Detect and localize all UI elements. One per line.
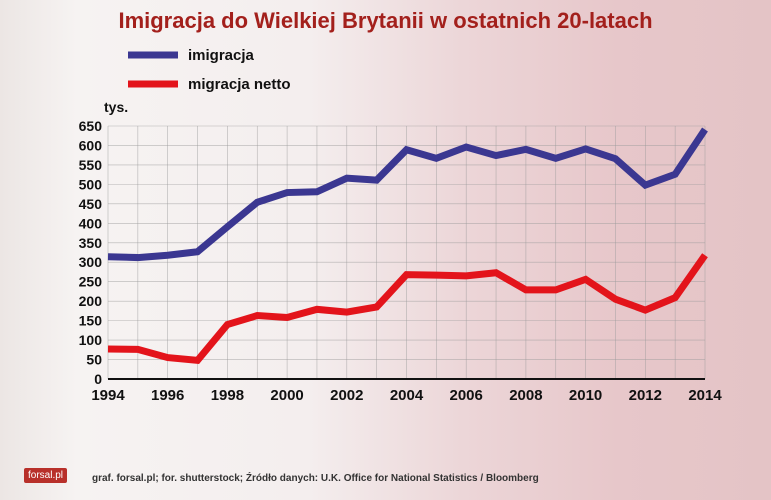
x-tick-label: 2010 bbox=[569, 387, 602, 404]
y-axis-label: tys. bbox=[104, 99, 128, 115]
y-tick-label: 0 bbox=[94, 371, 102, 387]
y-tick-label: 500 bbox=[79, 176, 103, 192]
y-tick-label: 300 bbox=[79, 254, 103, 270]
x-tick-label: 2000 bbox=[270, 387, 303, 404]
y-tick-label: 550 bbox=[79, 157, 103, 173]
y-tick-label: 250 bbox=[79, 274, 103, 290]
legend-label: migracja netto bbox=[188, 76, 291, 93]
y-tick-label: 450 bbox=[79, 196, 103, 212]
x-tick-label: 2004 bbox=[390, 387, 424, 404]
legend-label: imigracja bbox=[188, 47, 255, 64]
chart-title: Imigracja do Wielkiej Brytanii w ostatni… bbox=[118, 8, 653, 33]
y-tick-label: 50 bbox=[86, 352, 102, 368]
y-tick-label: 650 bbox=[79, 118, 103, 134]
forsal-logo: forsal.pl bbox=[24, 468, 68, 483]
y-tick-label: 150 bbox=[79, 313, 103, 329]
y-tick-label: 100 bbox=[79, 332, 103, 348]
y-tick-label: 400 bbox=[79, 215, 103, 231]
x-tick-label: 2008 bbox=[509, 387, 542, 404]
x-tick-label: 2006 bbox=[450, 387, 483, 404]
y-tick-label: 600 bbox=[79, 137, 103, 153]
x-tick-label: 1998 bbox=[211, 387, 244, 404]
x-tick-label: 2012 bbox=[629, 387, 662, 404]
x-tick-label: 1994 bbox=[91, 387, 125, 404]
source-note: graf. forsal.pl; for. shutterstock; Źród… bbox=[92, 473, 539, 484]
x-tick-label: 2014 bbox=[688, 387, 722, 404]
x-tick-label: 1996 bbox=[151, 387, 184, 404]
x-tick-label: 2002 bbox=[330, 387, 363, 404]
y-tick-label: 200 bbox=[79, 293, 103, 309]
y-tick-label: 350 bbox=[79, 235, 103, 251]
